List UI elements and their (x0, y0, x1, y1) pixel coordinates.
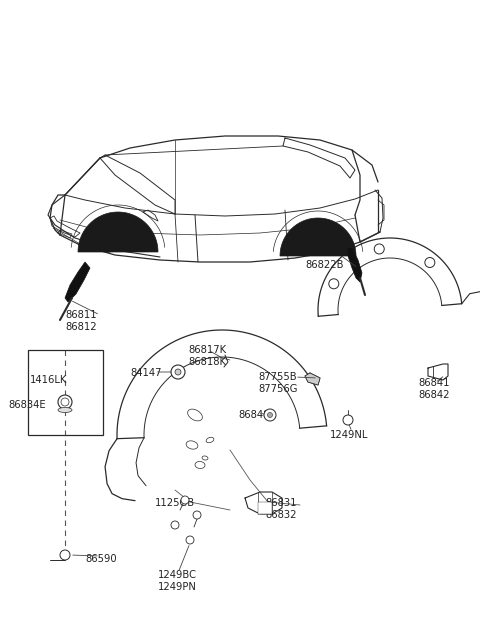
Text: 86590: 86590 (85, 554, 117, 564)
Circle shape (193, 511, 201, 519)
Text: 86834E: 86834E (8, 400, 46, 410)
Circle shape (58, 395, 72, 409)
Polygon shape (280, 218, 356, 256)
Circle shape (267, 413, 273, 417)
Text: 1125GB: 1125GB (155, 498, 195, 508)
Circle shape (60, 550, 70, 560)
Bar (28, 350, 103, 435)
Text: 86811
86812: 86811 86812 (65, 310, 96, 331)
Circle shape (171, 521, 179, 529)
Circle shape (264, 409, 276, 421)
Polygon shape (348, 248, 362, 282)
Circle shape (171, 365, 185, 379)
Ellipse shape (58, 408, 72, 413)
Circle shape (61, 398, 69, 406)
Text: 1249NL: 1249NL (330, 430, 368, 440)
Circle shape (374, 244, 384, 254)
Text: 86848A: 86848A (238, 410, 276, 420)
Text: 86841
86842: 86841 86842 (418, 378, 449, 399)
Circle shape (186, 536, 194, 544)
Circle shape (181, 496, 189, 504)
Text: 1249BC
1249PN: 1249BC 1249PN (158, 570, 197, 591)
Text: 84147: 84147 (130, 368, 161, 378)
Polygon shape (65, 262, 90, 302)
Circle shape (329, 279, 339, 289)
Circle shape (175, 369, 181, 375)
Polygon shape (305, 373, 320, 385)
Polygon shape (258, 502, 272, 514)
Text: 1416LK: 1416LK (30, 375, 67, 385)
Text: 86831
86832: 86831 86832 (265, 498, 297, 520)
Circle shape (343, 415, 353, 425)
Text: 86821B
86822B: 86821B 86822B (305, 248, 344, 270)
Circle shape (425, 258, 435, 268)
Text: 87755B
87756G: 87755B 87756G (258, 372, 298, 394)
Polygon shape (78, 212, 158, 252)
Text: 86817K
86818K: 86817K 86818K (188, 345, 226, 366)
